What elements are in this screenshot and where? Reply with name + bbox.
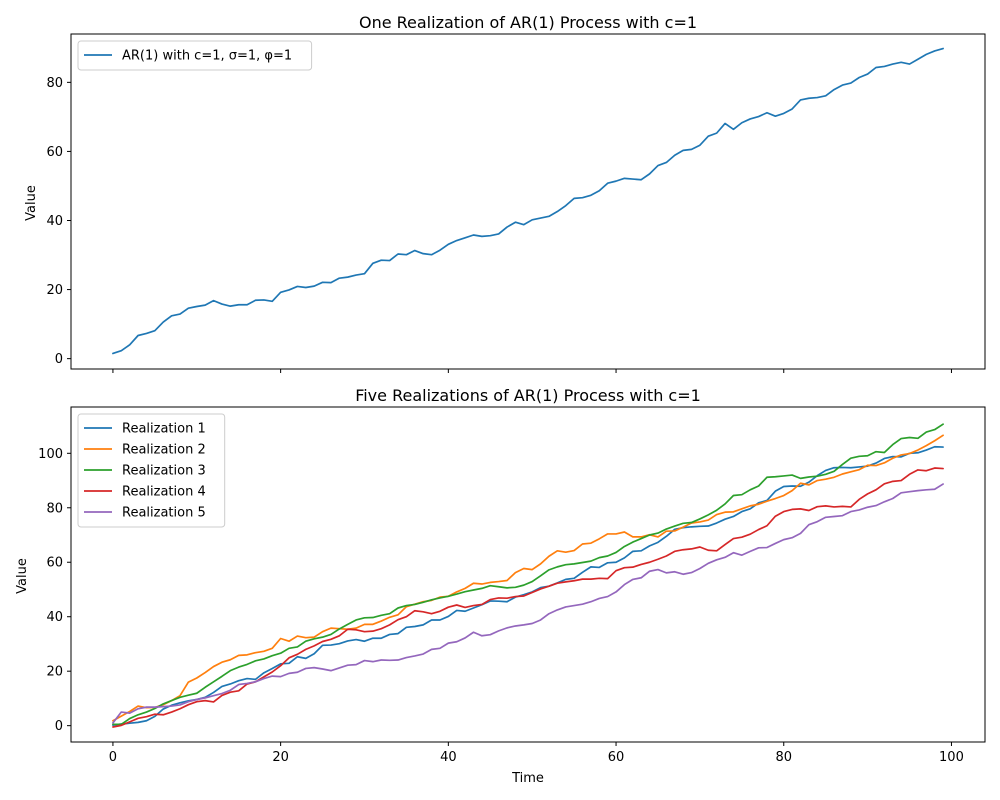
bottom-series-line-5 [112, 483, 944, 724]
top-y-tick-label: 80 [46, 76, 63, 91]
top-series-line-1 [112, 47, 944, 355]
bottom-legend-box [77, 413, 226, 528]
bottom-y-tick-label: 20 [46, 665, 63, 680]
bottom-y-tick-label: 60 [46, 556, 63, 571]
top-legend-box [77, 40, 313, 71]
bottom-chart-legend: Realization 1 Realization 2 Realization 3 R… [77, 413, 226, 528]
bottom-x-tick-label: 60 [608, 750, 625, 765]
bottom-legend-label-1: Realization 1 [122, 422, 206, 437]
top-y-tick-label: 0 [55, 352, 63, 367]
bottom-y-tick-label: 0 [55, 719, 63, 734]
bottom-chart-frame [70, 406, 986, 743]
bottom-chart-panel: Five Realizations of AR(1) Process with … [15, 386, 986, 786]
bottom-chart-ylabel: Value [15, 558, 30, 594]
bottom-y-tick-label: 80 [46, 501, 63, 516]
bottom-x-tick-label: 100 [939, 750, 964, 765]
bottom-legend-label-2: Realization 2 [122, 443, 206, 458]
top-y-tick-label: 40 [46, 214, 63, 229]
bottom-y-tick-label: 40 [46, 610, 63, 625]
bottom-chart-title: Five Realizations of AR(1) Process with … [355, 386, 701, 405]
bottom-legend-label-4: Realization 4 [122, 485, 206, 500]
bottom-legend-label-5: Realization 5 [122, 506, 206, 521]
bottom-x-tick-label: 0 [109, 750, 117, 765]
top-chart-legend: AR(1) with c=1, σ=1, φ=1 [77, 40, 313, 71]
bottom-chart-plot-area [112, 423, 944, 728]
top-chart-frame [70, 33, 986, 370]
bottom-legend-label-3: Realization 3 [122, 464, 206, 479]
bottom-chart-xlabel: Time [511, 771, 544, 786]
bottom-y-tick-label: 100 [38, 447, 63, 462]
top-y-tick-label: 20 [46, 283, 63, 298]
bottom-series-line-3 [112, 423, 944, 726]
bottom-x-tick-label: 20 [272, 750, 289, 765]
top-chart-plot-area [112, 47, 944, 355]
top-y-tick-label: 60 [46, 145, 63, 160]
top-chart-ylabel: Value [24, 185, 39, 221]
bottom-x-tick-label: 40 [440, 750, 457, 765]
bottom-x-tick-label: 80 [775, 750, 792, 765]
bottom-series-line-2 [112, 434, 944, 722]
top-chart-panel: One Realization of AR(1) Process with c=… [24, 13, 986, 373]
top-legend-label-1: AR(1) with c=1, σ=1, φ=1 [122, 49, 292, 64]
top-chart-title: One Realization of AR(1) Process with c=… [359, 13, 697, 32]
